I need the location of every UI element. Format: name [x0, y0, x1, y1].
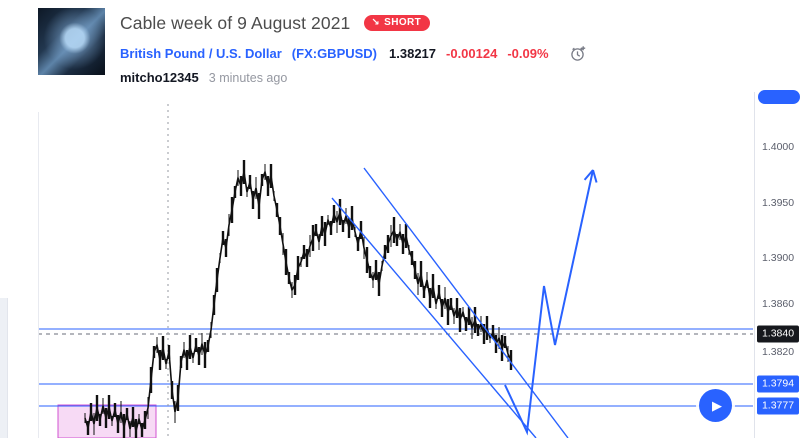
avatar[interactable] — [38, 8, 105, 75]
projection-arrow-line[interactable] — [504, 169, 594, 436]
level-price-badge: 1.3777 — [757, 397, 799, 415]
price-scale-label: 1.3950 — [762, 197, 795, 209]
price-scale-axis[interactable]: 1.4000 1.3950 1.3900 1.3860 1.3820 1.3840 1.37… — [754, 90, 800, 438]
arrowhead — [592, 169, 598, 183]
level-price-badge: 1.3794 — [757, 375, 799, 393]
symbol-link[interactable]: British Pound / U.S. Dollar — [120, 46, 282, 61]
idea-header: Cable week of 9 August 2021 ↘ SHORT Briti… — [120, 10, 588, 85]
publish-time: 3 minutes ago — [208, 71, 288, 85]
short-direction-badge: ↘ SHORT — [364, 15, 431, 31]
price-change: -0.00124 — [446, 46, 498, 61]
price-scale-label: 1.3900 — [762, 252, 795, 264]
page-title: Cable week of 9 August 2021 — [120, 12, 351, 33]
last-price: 1.38217 — [389, 46, 437, 61]
add-alert-clock-icon[interactable] — [569, 44, 588, 63]
price-scale-label: 1.4000 — [762, 141, 795, 153]
price-scale-label: 1.3860 — [762, 298, 795, 310]
play-icon: ▶ — [712, 398, 722, 413]
left-panel-edge — [0, 298, 8, 438]
price-badge-cutoff — [758, 90, 800, 104]
play-replay-button[interactable]: ▶ — [699, 389, 732, 422]
arrowhead — [583, 169, 594, 181]
chart-left-axis-line — [38, 112, 39, 438]
price-scale-label: 1.3820 — [762, 346, 795, 358]
symbol-ticker[interactable]: (FX:GBPUSD) — [291, 46, 378, 61]
channel-trendline[interactable] — [363, 167, 569, 438]
price-change-percent: -0.09% — [507, 46, 549, 61]
channel-trendline[interactable] — [331, 197, 537, 438]
author-link[interactable]: mitcho12345 — [120, 70, 199, 85]
arrow-down-right-icon: ↘ — [371, 17, 381, 28]
current-price-badge: 1.3840 — [757, 325, 799, 343]
